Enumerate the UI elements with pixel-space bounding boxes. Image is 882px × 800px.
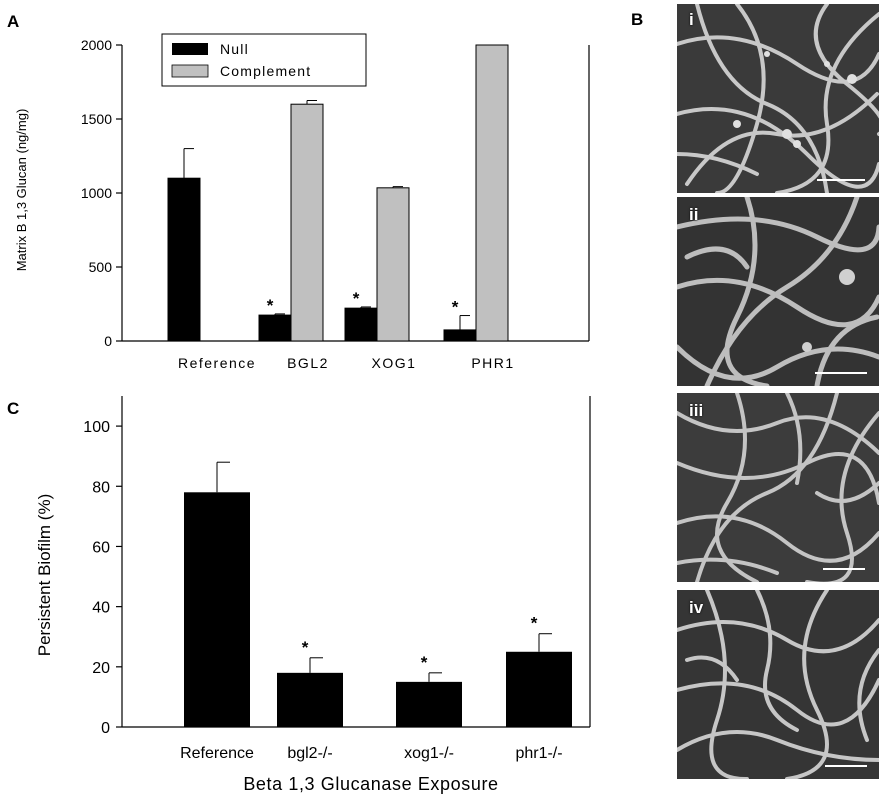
chart-a-y-axis-label: Matrix B 1,3 Glucan (ng/mg) (14, 109, 29, 272)
chart-a-y-tick-label: 500 (89, 259, 113, 275)
micrograph-iii-image (675, 391, 881, 586)
legend-swatch-complement (171, 64, 209, 78)
chart-a-bar (258, 314, 292, 342)
chart-c-y-tick-label: 40 (92, 600, 110, 617)
chart-c-category-label: phr1-/- (515, 745, 562, 762)
panel-b-letter: B (631, 10, 644, 29)
chart-c-y-tick-label: 0 (101, 720, 110, 737)
micrograph-ii: ii (674, 194, 882, 389)
chart-a-bar (443, 329, 477, 342)
micrograph-i-label: i (689, 10, 694, 29)
panel-a-letter: A (7, 12, 20, 31)
panel-c-letter: C (7, 399, 20, 418)
chart-a-bar (290, 103, 324, 342)
chart-a-significance-marker: * (353, 289, 360, 308)
chart-a-significance-marker: * (452, 298, 459, 317)
chart-c-y-tick-label: 80 (92, 479, 110, 496)
chart-c-bar (277, 672, 343, 727)
chart-a-y-tick-label: 1500 (81, 111, 112, 127)
chart-a-legend: Null Complement (161, 33, 367, 87)
chart-a-significance-marker: * (267, 296, 274, 315)
micrograph-i: i (675, 2, 882, 195)
chart-a-bar (344, 307, 378, 342)
chart-c-y-tick-label: 60 (92, 539, 110, 556)
chart-c-significance-marker: * (421, 653, 428, 672)
micrograph-iii: iii (675, 391, 881, 586)
chart-a-bar (167, 177, 201, 342)
chart-c-category-label: xog1-/- (404, 745, 454, 762)
micrograph-ii-image (674, 194, 882, 389)
chart-c-y-axis-label: Persistent Biofilm (%) (35, 494, 54, 656)
chart-c-category-label: Reference (180, 745, 254, 762)
micrograph-iii-label: iii (689, 401, 704, 420)
chart-c: Persistent Biofilm (%) Beta 1,3 Glucanas… (35, 396, 591, 794)
chart-c-significance-marker: * (302, 638, 309, 657)
chart-a: Matrix B 1,3 Glucan (ng/mg) 0 500 1000 1500… (14, 33, 590, 371)
micrograph-iv: iv (675, 588, 881, 782)
micrograph-ii-label: ii (689, 205, 699, 224)
legend-label-complement: Complement (220, 63, 311, 79)
chart-a-bar (376, 187, 410, 342)
chart-a-category-label: Reference (178, 355, 256, 371)
chart-c-bar (184, 492, 250, 727)
legend-label-null: Null (220, 41, 249, 57)
chart-c-bar (396, 681, 462, 727)
chart-c-category-label: bgl2-/- (287, 745, 332, 762)
chart-c-y-tick-label: 100 (83, 419, 110, 436)
legend-swatch-null (172, 43, 208, 55)
chart-a-y-tick-label: 0 (104, 333, 112, 349)
chart-a-y-tick-label: 1000 (81, 185, 112, 201)
chart-c-y-tick-label: 20 (92, 660, 110, 677)
chart-c-x-axis-label: Beta 1,3 Glucanase Exposure (243, 774, 498, 794)
chart-a-y-tick-label: 2000 (81, 37, 112, 53)
chart-a-category-label: XOG1 (372, 355, 417, 371)
chart-a-category-label: BGL2 (287, 355, 329, 371)
chart-c-significance-marker: * (531, 614, 538, 633)
micrograph-i-image (675, 2, 882, 195)
micrograph-iv-image (675, 588, 881, 782)
chart-a-bar (475, 44, 509, 342)
micrograph-iv-label: iv (689, 598, 704, 617)
chart-c-bar (506, 651, 572, 727)
chart-a-category-label: PHR1 (471, 355, 514, 371)
